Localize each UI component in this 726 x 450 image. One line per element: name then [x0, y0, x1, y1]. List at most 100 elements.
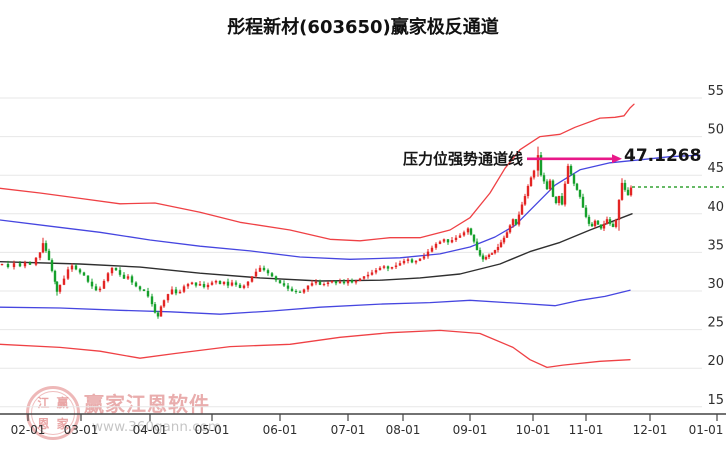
candlestick: [238, 284, 242, 288]
candlestick: [430, 247, 434, 252]
candlestick: [218, 280, 222, 285]
candlestick: [134, 282, 138, 287]
y-axis-label: 15: [707, 393, 724, 408]
candlestick: [294, 291, 298, 292]
candlestick: [554, 196, 558, 203]
candlestick: [74, 265, 78, 270]
candlestick: [62, 278, 66, 285]
lower-red-channel-line: [0, 329, 631, 369]
candlestick: [254, 271, 258, 277]
candlestick: [350, 280, 354, 283]
candlestick: [386, 266, 390, 269]
candlestick: [210, 282, 214, 285]
candlestick: [102, 280, 106, 289]
candlestick: [170, 289, 174, 295]
candlestick: [98, 288, 102, 291]
candlestick: [566, 165, 570, 184]
x-axis-label: 05-01: [195, 423, 230, 437]
candlestick: [306, 285, 310, 290]
candlestick: [590, 223, 594, 227]
candlestick: [584, 207, 588, 217]
candlestick: [402, 260, 406, 264]
candlestick: [142, 289, 146, 291]
candlestick: [250, 276, 254, 282]
candlestick: [605, 219, 609, 224]
candlestick: [114, 267, 118, 271]
candlestick: [370, 272, 374, 275]
candlestick: [505, 232, 509, 238]
candlestick: [475, 241, 479, 251]
candlestick: [282, 283, 286, 286]
y-axis-label: 50: [707, 123, 724, 138]
annotation-arrow-head: [612, 154, 622, 164]
x-axis-label: 01-01: [689, 423, 724, 437]
candlestick: [246, 281, 250, 286]
candlestick: [198, 284, 202, 286]
candlestick: [422, 256, 426, 259]
candlestick: [174, 289, 178, 294]
candlestick: [542, 175, 546, 182]
candlestick: [18, 263, 22, 267]
candlestick: [58, 284, 62, 292]
candlestick: [442, 239, 446, 242]
x-axis-label: 02-01: [11, 423, 46, 437]
mid-black-line: [0, 213, 633, 282]
candlestick: [545, 181, 549, 190]
candlestick: [599, 224, 603, 229]
candlestick: [398, 263, 402, 266]
candlestick: [258, 267, 262, 272]
candlestick: [569, 165, 573, 175]
candlestick: [487, 254, 491, 258]
candlestick: [358, 278, 362, 281]
candlestick: [118, 270, 122, 275]
candlestick: [138, 286, 142, 290]
y-axis-label: 20: [707, 354, 724, 369]
candlestick: [418, 258, 422, 261]
candlestick: [146, 291, 150, 297]
candlestick: [557, 196, 561, 203]
candlestick: [596, 220, 600, 225]
candlestick: [617, 199, 621, 220]
candlestick: [614, 219, 618, 227]
candlestick: [551, 180, 555, 197]
candlestick: [242, 285, 246, 288]
candlestick: [382, 266, 386, 268]
candlestick: [47, 250, 51, 261]
candlestick: [560, 196, 564, 205]
candlestick: [262, 267, 266, 271]
candlestick: [222, 281, 226, 285]
candlestick: [326, 282, 330, 285]
candlestick: [0, 263, 4, 266]
candlestick: [629, 187, 633, 196]
candlestick: [472, 234, 476, 242]
candlestick: [290, 288, 294, 291]
candlestick: [202, 284, 206, 288]
candlestick: [190, 282, 194, 285]
candlestick: [366, 274, 370, 277]
candlestick: [563, 183, 567, 205]
candlestick: [390, 267, 394, 269]
candlestick: [484, 257, 488, 260]
candlestick: [623, 182, 627, 190]
candlestick: [310, 283, 314, 286]
candlestick: [286, 285, 290, 289]
candlestick: [466, 228, 470, 233]
candlestick: [446, 239, 450, 243]
candlestick: [122, 274, 126, 279]
candlestick: [28, 262, 32, 265]
candlestick: [536, 155, 540, 171]
candlestick: [434, 243, 438, 248]
candlestick: [50, 260, 54, 271]
candlestick: [110, 267, 114, 274]
candlestick: [508, 225, 512, 233]
x-axis-label: 07-01: [331, 423, 366, 437]
candlestick: [302, 289, 306, 293]
candlestick: [499, 242, 503, 247]
candlestick: [156, 312, 160, 317]
upper-red-channel-line: [0, 103, 635, 242]
x-axis-label: 08-01: [386, 423, 421, 437]
candlestick: [511, 219, 515, 226]
candlestick: [520, 204, 524, 215]
candlestick: [126, 276, 130, 279]
